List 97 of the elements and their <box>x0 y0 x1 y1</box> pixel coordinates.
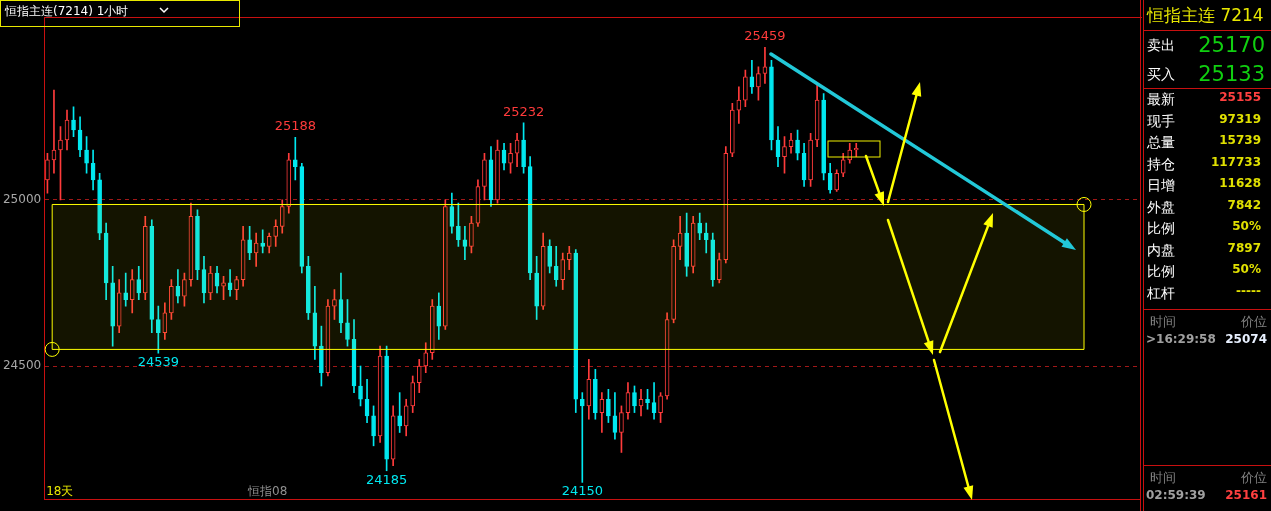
candlestick <box>645 388 650 410</box>
text: 11628 <box>1219 176 1261 190</box>
candlestick <box>534 256 539 320</box>
candlestick <box>169 279 174 320</box>
category-label: 买入 <box>1147 66 1175 84</box>
candlestick <box>442 199 448 330</box>
candlestick <box>632 385 637 413</box>
text: 50% <box>1232 219 1261 233</box>
candlestick <box>195 209 200 280</box>
category-label: 杠杆 <box>1147 284 1175 303</box>
text: 117733 <box>1210 154 1261 169</box>
candlestick <box>684 212 689 277</box>
category-label: 外盘 <box>1147 198 1175 217</box>
annotation: 25232 <box>502 103 545 119</box>
candlestick <box>834 169 840 192</box>
text: 25170 <box>1198 33 1265 57</box>
candlestick <box>456 202 461 247</box>
text: 50% <box>1232 262 1261 276</box>
candlestick <box>97 172 102 241</box>
candlestick <box>260 229 266 254</box>
candlestick <box>482 152 487 201</box>
candlestick <box>619 405 624 453</box>
text: 时间 <box>1150 313 1176 331</box>
candlestick <box>208 265 213 300</box>
text: 25155 <box>1219 90 1261 104</box>
candlestick <box>658 392 663 423</box>
candlestick <box>306 256 311 320</box>
candlestick <box>769 59 774 151</box>
text: 15739 <box>1219 133 1261 147</box>
candlestick <box>45 152 50 194</box>
text: 25074 <box>1225 332 1267 346</box>
text: 02:59:39 <box>1146 488 1206 502</box>
candlestick <box>332 289 337 320</box>
text: >16:29:58 <box>1146 332 1216 346</box>
candlestick <box>384 345 389 472</box>
text: 恒指主连 7214 <box>1147 4 1264 27</box>
candlestick <box>319 325 324 387</box>
text: 价位 <box>1241 313 1267 331</box>
category-label: 现手 <box>1147 112 1175 131</box>
annotation: 24150 <box>561 483 603 499</box>
candlestick <box>703 222 709 254</box>
text: 25133 <box>1198 62 1265 86</box>
candlestick <box>371 405 376 447</box>
category-label: 比例 <box>1147 220 1175 238</box>
text: 25161 <box>1225 488 1267 502</box>
candlestick <box>123 272 129 307</box>
text: 时间 <box>1150 469 1176 487</box>
category-label: 持仓 <box>1147 155 1175 174</box>
candlestick <box>593 369 598 420</box>
candlestick <box>671 239 676 324</box>
candlestick <box>397 392 402 433</box>
candlestick <box>579 392 585 483</box>
chart-title: 恒指主连(7214) 1小时 <box>5 3 129 20</box>
candlestick <box>743 69 748 108</box>
candlestick <box>508 142 513 174</box>
candlestick <box>345 299 350 347</box>
annotation: 24185 <box>365 471 408 487</box>
candlestick <box>247 226 252 260</box>
category-label: 比例 <box>1147 263 1175 281</box>
text: 97319 <box>1219 111 1261 126</box>
candlestick <box>58 126 63 201</box>
candlestick <box>521 122 526 174</box>
candlestick <box>821 93 826 181</box>
candlestick <box>221 275 226 300</box>
candlestick <box>155 305 161 354</box>
annotation: 恒指08 <box>248 483 288 500</box>
candlestick <box>808 133 813 187</box>
candlestick <box>756 66 761 101</box>
candlestick <box>606 388 611 423</box>
candlestick <box>547 239 553 274</box>
candlestick <box>84 136 89 174</box>
text: ----- <box>1236 283 1261 298</box>
candlestick <box>71 106 76 137</box>
candlestick <box>234 275 239 300</box>
annotation: 24539 <box>137 353 179 369</box>
category-label: 内盘 <box>1147 241 1175 260</box>
candlestick <box>469 216 474 254</box>
candlestick <box>358 365 363 407</box>
category-label: 日增 <box>1147 177 1175 195</box>
candlestick <box>292 137 298 181</box>
category-label: 卖出 <box>1147 37 1175 55</box>
annotation: 25188 <box>274 118 316 134</box>
annotation: 18天 <box>46 483 74 500</box>
candlestick <box>495 139 500 204</box>
text: 价位 <box>1241 469 1267 487</box>
candlestick <box>182 272 187 307</box>
candlestick <box>730 103 735 157</box>
y-tick-label: 25000 <box>2 191 42 206</box>
candlestick <box>782 136 787 174</box>
candlestick <box>110 265 115 347</box>
text: 7842 <box>1227 197 1261 212</box>
candlestick <box>795 129 800 161</box>
annotation: 25459 <box>744 28 786 44</box>
text: 7897 <box>1227 240 1261 255</box>
category-label: 总量 <box>1147 134 1175 152</box>
category-label: 最新 <box>1147 91 1175 109</box>
y-tick-label: 24500 <box>2 358 42 373</box>
